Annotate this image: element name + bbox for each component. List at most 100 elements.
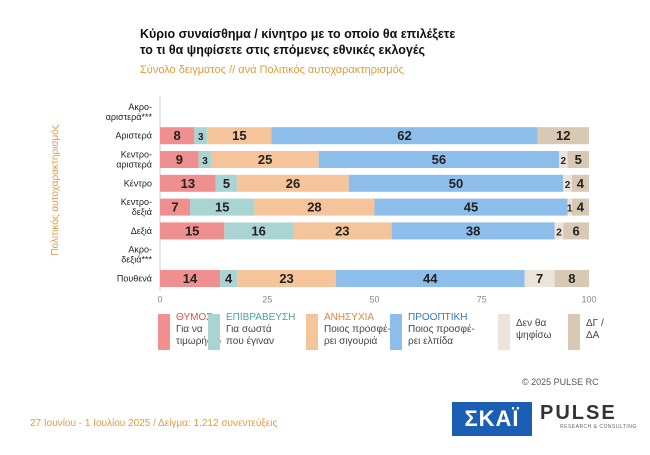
- legend-series-name: ΑΝΗΣΥΧΙΑ: [324, 312, 375, 323]
- bar-segment: [571, 198, 589, 216]
- data-label: 15: [215, 200, 229, 215]
- bar-segment: [190, 198, 255, 216]
- bar-segment: [160, 270, 221, 287]
- data-label: 62: [397, 128, 411, 143]
- legend-description: ψηφίσω: [516, 330, 552, 341]
- legend-description: τιμωρήσω: [176, 336, 221, 347]
- bar-segment: [571, 174, 589, 192]
- bar-segment: [160, 174, 216, 192]
- data-label: 6: [573, 223, 580, 238]
- data-label: 38: [466, 223, 480, 238]
- category-label: Κεντρο-δεξιά: [121, 197, 152, 217]
- legend-description: Ποιος προσφέ-: [408, 324, 475, 335]
- bar-segment: [211, 151, 319, 168]
- bar-segment: [563, 222, 589, 240]
- legend-description: ΔΑ: [586, 330, 600, 341]
- legend-description: Δεν θα: [516, 318, 547, 329]
- data-label: 28: [307, 200, 321, 215]
- bar-segment: [374, 198, 568, 216]
- bar-segment: [567, 198, 572, 216]
- pulse-logo-subtitle: RESEARCH & CONSULTING: [560, 424, 637, 430]
- legend-series-name: ΕΠΙΒΡΑΒΕΥΣΗ: [226, 312, 296, 323]
- legend-swatch: [208, 314, 220, 350]
- legend-text: ΑΝΗΣΥΧΙΑ Ποιος προσφέ-ρει σιγουριά: [324, 312, 391, 348]
- bar-segment: [237, 174, 349, 192]
- bar-segment: [224, 222, 293, 240]
- bar-segment: [554, 222, 564, 240]
- x-tick-label: 100: [581, 294, 596, 304]
- legend-text: ΔΓ / ΔΑ: [586, 318, 604, 342]
- data-label: 7: [536, 271, 543, 286]
- data-label: 50: [449, 176, 463, 191]
- data-label: 5: [575, 152, 582, 167]
- bar-segment: [160, 151, 199, 168]
- bar-segment: [215, 174, 238, 192]
- bar-segment: [537, 127, 589, 145]
- bar-segment: [160, 127, 195, 145]
- category-label: Κέντρο: [124, 178, 152, 188]
- footer-sample-info: 27 Ιουνίου - 1 Ιουλίου 2025 / Δείγμα: 1.…: [30, 418, 278, 429]
- legend-swatch: [306, 314, 318, 350]
- data-label: 8: [174, 128, 181, 143]
- data-label: 4: [225, 271, 233, 286]
- x-tick-label: 0: [157, 294, 162, 304]
- copyright-text: © 2025 PULSE RC: [522, 377, 599, 387]
- bar-segment: [160, 222, 225, 240]
- legend-description: ΔΓ /: [586, 318, 604, 329]
- y-axis-label: Πολιτικός αυτοχαρακτηρισμός: [49, 124, 61, 256]
- bar-segment: [237, 270, 336, 287]
- pulse-logo: PULSE: [540, 402, 617, 424]
- category-label: Δεξιά: [131, 226, 152, 236]
- data-label: 15: [185, 223, 199, 238]
- data-label: 3: [198, 132, 204, 143]
- legend-swatch: [498, 314, 510, 350]
- legend-description: Ποιος προσφέ-: [324, 324, 391, 335]
- chart-title: Κύριο συναίσθημα / κίνητρο με το οποίο θ…: [140, 26, 455, 58]
- bar-segment: [318, 151, 559, 168]
- bar-segment: [207, 127, 272, 145]
- bar-segment: [563, 174, 572, 192]
- legend-description: ρει σιγουριά: [324, 336, 378, 347]
- category-label: Πουθενά: [117, 274, 152, 284]
- category-label: Αριστερά: [115, 131, 152, 141]
- bar-segment: [558, 151, 568, 168]
- x-tick-label: 75: [477, 294, 487, 304]
- bar-segment: [292, 222, 392, 240]
- legend-text: Δεν θα ψηφίσω: [516, 318, 551, 342]
- chart-title-line1: Κύριο συναίσθημα / κίνητρο με το οποίο θ…: [140, 27, 456, 41]
- data-label: 45: [464, 200, 478, 215]
- data-label: 14: [183, 271, 198, 286]
- data-label: 8: [568, 271, 575, 286]
- bar-segment: [335, 270, 525, 287]
- legend-text: ΕΠΙΒΡΑΒΕΥΣΗ Για σωστά που έγιναν: [226, 312, 295, 348]
- data-label: 3: [202, 156, 208, 167]
- bar-segment: [391, 222, 555, 240]
- skai-logo: ΣΚΑΪ: [452, 402, 532, 436]
- category-label: Ακρο-αριστερά***: [106, 102, 153, 122]
- bar-segment: [194, 127, 208, 145]
- bar-segment: [198, 151, 212, 168]
- legend-swatch: [568, 314, 580, 350]
- bar-segment: [524, 270, 555, 287]
- legend-description: Για να: [176, 324, 203, 335]
- data-label: 5: [223, 176, 230, 191]
- legend-swatch: [390, 314, 402, 350]
- x-tick-label: 25: [262, 294, 272, 304]
- category-label: Κεντρο-αριστερά: [116, 150, 152, 170]
- data-label: 16: [251, 223, 265, 238]
- data-label: 44: [423, 271, 438, 286]
- data-label: 2: [560, 156, 566, 167]
- chart-title-line2: το τι θα ψηφίσετε στις επόμενες εθνικές …: [140, 43, 425, 57]
- data-label: 56: [432, 152, 446, 167]
- data-label: 9: [176, 152, 183, 167]
- legend-text: ΘΥΜΟΣ Για να τιμωρήσω: [176, 312, 221, 348]
- data-label: 4: [577, 200, 585, 215]
- data-label: 13: [181, 176, 195, 191]
- legend-description: που έγιναν: [226, 336, 275, 347]
- chart-subtitle: Σύνολο δειγματος // ανά Πολιτικός αυτοχα…: [140, 64, 404, 76]
- data-label: 2: [565, 180, 571, 191]
- stacked-bar-chart: Πολιτικός αυτοχαρακτηρισμός Ακρο-αριστερά…: [49, 96, 597, 304]
- data-label: 26: [286, 176, 300, 191]
- data-label: 12: [556, 128, 570, 143]
- bar-segment: [220, 270, 238, 287]
